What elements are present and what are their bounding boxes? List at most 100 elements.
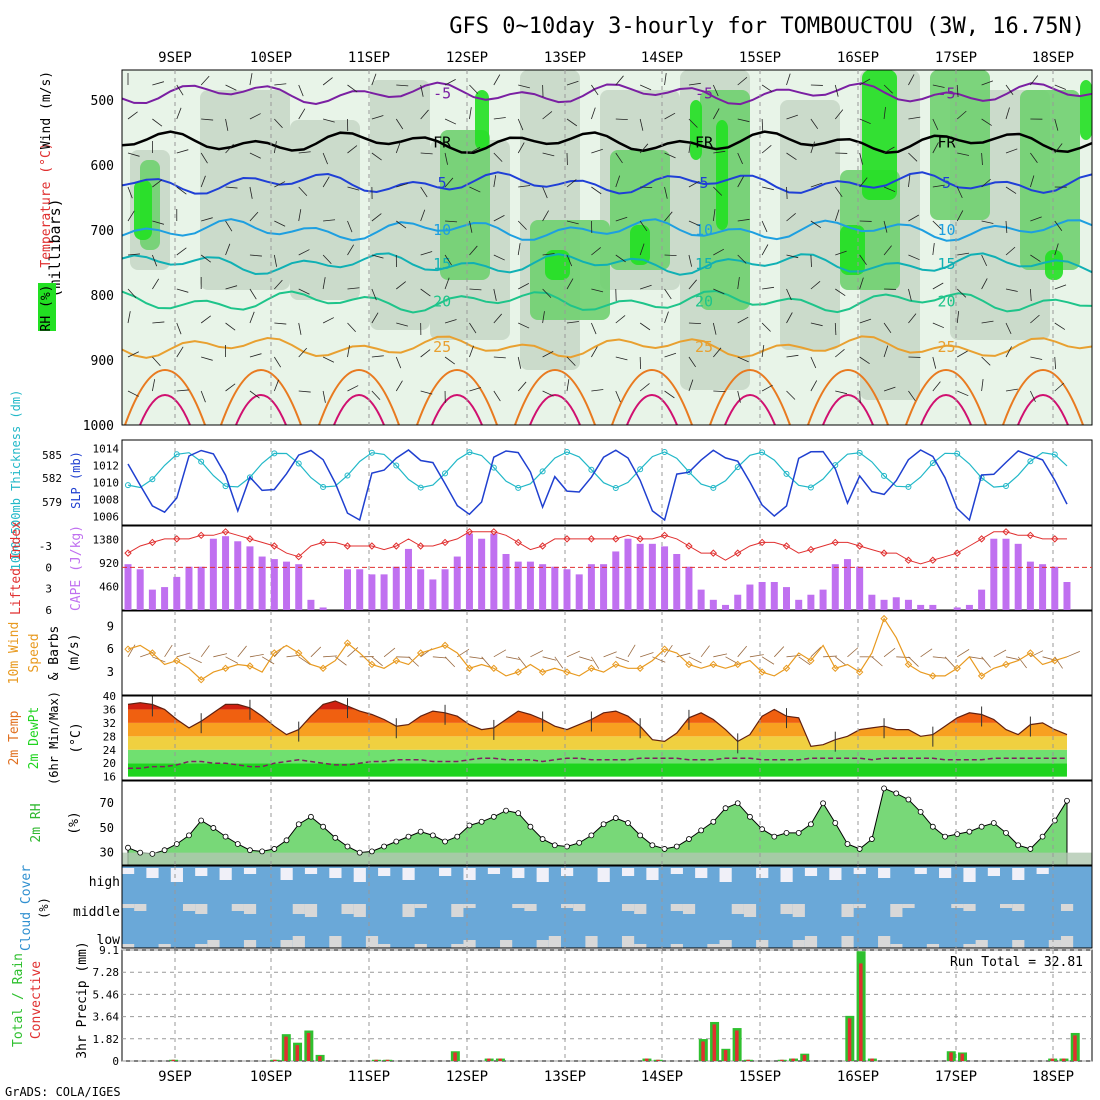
cape-bar xyxy=(1051,566,1059,610)
cloud-clear-high xyxy=(219,868,232,880)
thickness-point xyxy=(442,470,449,477)
rh-point xyxy=(1064,797,1070,804)
wind-barb xyxy=(127,210,135,222)
li-point xyxy=(709,549,718,557)
wind-barb xyxy=(1054,356,1057,369)
wind-barb xyxy=(420,288,431,297)
wind-barb xyxy=(249,353,262,358)
pressure-tick: 900 xyxy=(91,354,114,369)
wind-barb xyxy=(323,219,336,222)
rh-point xyxy=(1027,846,1034,852)
rh-point xyxy=(966,828,973,835)
temperature-contour-30 xyxy=(807,369,889,426)
cloud-clear-mid xyxy=(122,904,135,908)
cape-bar xyxy=(783,587,790,610)
precip-tick: 3.64 xyxy=(93,1011,120,1024)
cloud-clear-high xyxy=(853,868,866,874)
wind-barb-10m xyxy=(761,656,775,665)
cape-bar xyxy=(904,599,912,610)
wind-barb-10m xyxy=(700,645,710,658)
temperature-contour-30 xyxy=(905,369,987,426)
wind-barb xyxy=(786,312,793,324)
wind-barb xyxy=(200,315,211,324)
wind-barb xyxy=(834,186,843,198)
cloud-clear-high xyxy=(1012,868,1025,880)
wind-barb xyxy=(469,186,481,193)
wind-barb-10m xyxy=(213,653,228,658)
thickness-point xyxy=(515,484,522,491)
precip-convective-bar xyxy=(780,1059,784,1061)
wind-barb-10m xyxy=(225,656,239,664)
cloud-clear-high xyxy=(402,868,415,880)
day-label-bottom: 13SEP xyxy=(544,1069,586,1085)
cape-bar xyxy=(685,566,693,610)
wind-barb xyxy=(347,385,359,392)
rh-point xyxy=(198,817,205,824)
wind-barb xyxy=(152,321,165,324)
wind-barb xyxy=(810,380,818,392)
rh-side-label: RH (%) xyxy=(39,285,54,332)
cloud-clear-mid xyxy=(743,904,757,917)
temperature-contour-30 xyxy=(514,369,596,426)
wind-barb xyxy=(469,220,473,233)
precip-convective-bar xyxy=(712,1024,717,1061)
wind-point xyxy=(734,660,742,669)
precip-convective-bar xyxy=(723,1050,728,1061)
cape-bar xyxy=(246,546,254,610)
li-tick: 3 xyxy=(45,583,52,596)
cloud-clear-high xyxy=(963,868,976,882)
rh-point xyxy=(210,825,217,831)
wind-barb-10m xyxy=(1066,650,1081,658)
wind-point xyxy=(197,676,205,684)
wind-barb xyxy=(249,73,253,86)
cloud-clear-mid xyxy=(414,904,427,908)
cape-bar xyxy=(673,554,681,610)
rh-point xyxy=(710,818,717,825)
rh-region xyxy=(440,130,490,280)
slp-tick: 1006 xyxy=(93,511,120,524)
wind-barb xyxy=(640,186,653,189)
cape-bar xyxy=(526,561,534,610)
wind-barb xyxy=(786,212,796,222)
wind-barb xyxy=(883,146,895,154)
rh-point xyxy=(503,807,509,814)
rh-point xyxy=(478,818,485,825)
rh-point xyxy=(844,841,851,847)
wind-barb xyxy=(640,84,652,91)
wind-barb xyxy=(420,84,424,97)
wind-barb xyxy=(274,220,286,227)
temp-2m-frame xyxy=(121,695,1093,781)
rh-point xyxy=(442,838,448,845)
cloud-clear-high xyxy=(170,868,183,882)
cape-bar xyxy=(392,566,400,610)
wind-barb xyxy=(493,288,497,301)
wind-barb xyxy=(322,356,335,363)
wind-barb xyxy=(420,209,426,222)
rh-unit: (%) xyxy=(67,811,82,834)
rh-region xyxy=(475,90,489,150)
cloud-clear-high xyxy=(512,868,525,878)
rh-point xyxy=(332,834,339,841)
day-label-top: 14SEP xyxy=(641,50,683,66)
rh-point xyxy=(990,820,997,826)
wind-point xyxy=(636,664,644,672)
wind-barb xyxy=(956,84,959,97)
wind-point xyxy=(221,664,230,672)
temperature-contour-35 xyxy=(626,394,678,426)
precip-convective-bar xyxy=(284,1036,288,1061)
wind-barb xyxy=(347,287,360,290)
wind-barb xyxy=(957,350,968,358)
wind-point xyxy=(392,656,400,665)
thickness-point xyxy=(588,466,595,473)
precip-unit: 3hr Precip (mm) xyxy=(75,941,90,1058)
wind-barb xyxy=(152,278,160,290)
wind-barb xyxy=(810,118,819,130)
wind-barb xyxy=(688,254,693,267)
wind-barb xyxy=(127,111,138,120)
cape-bar xyxy=(209,538,217,610)
wind-barb xyxy=(761,220,768,233)
cloud-clear-high xyxy=(670,868,683,874)
thickness-point xyxy=(295,460,302,467)
pressure-tick: 500 xyxy=(91,94,114,109)
